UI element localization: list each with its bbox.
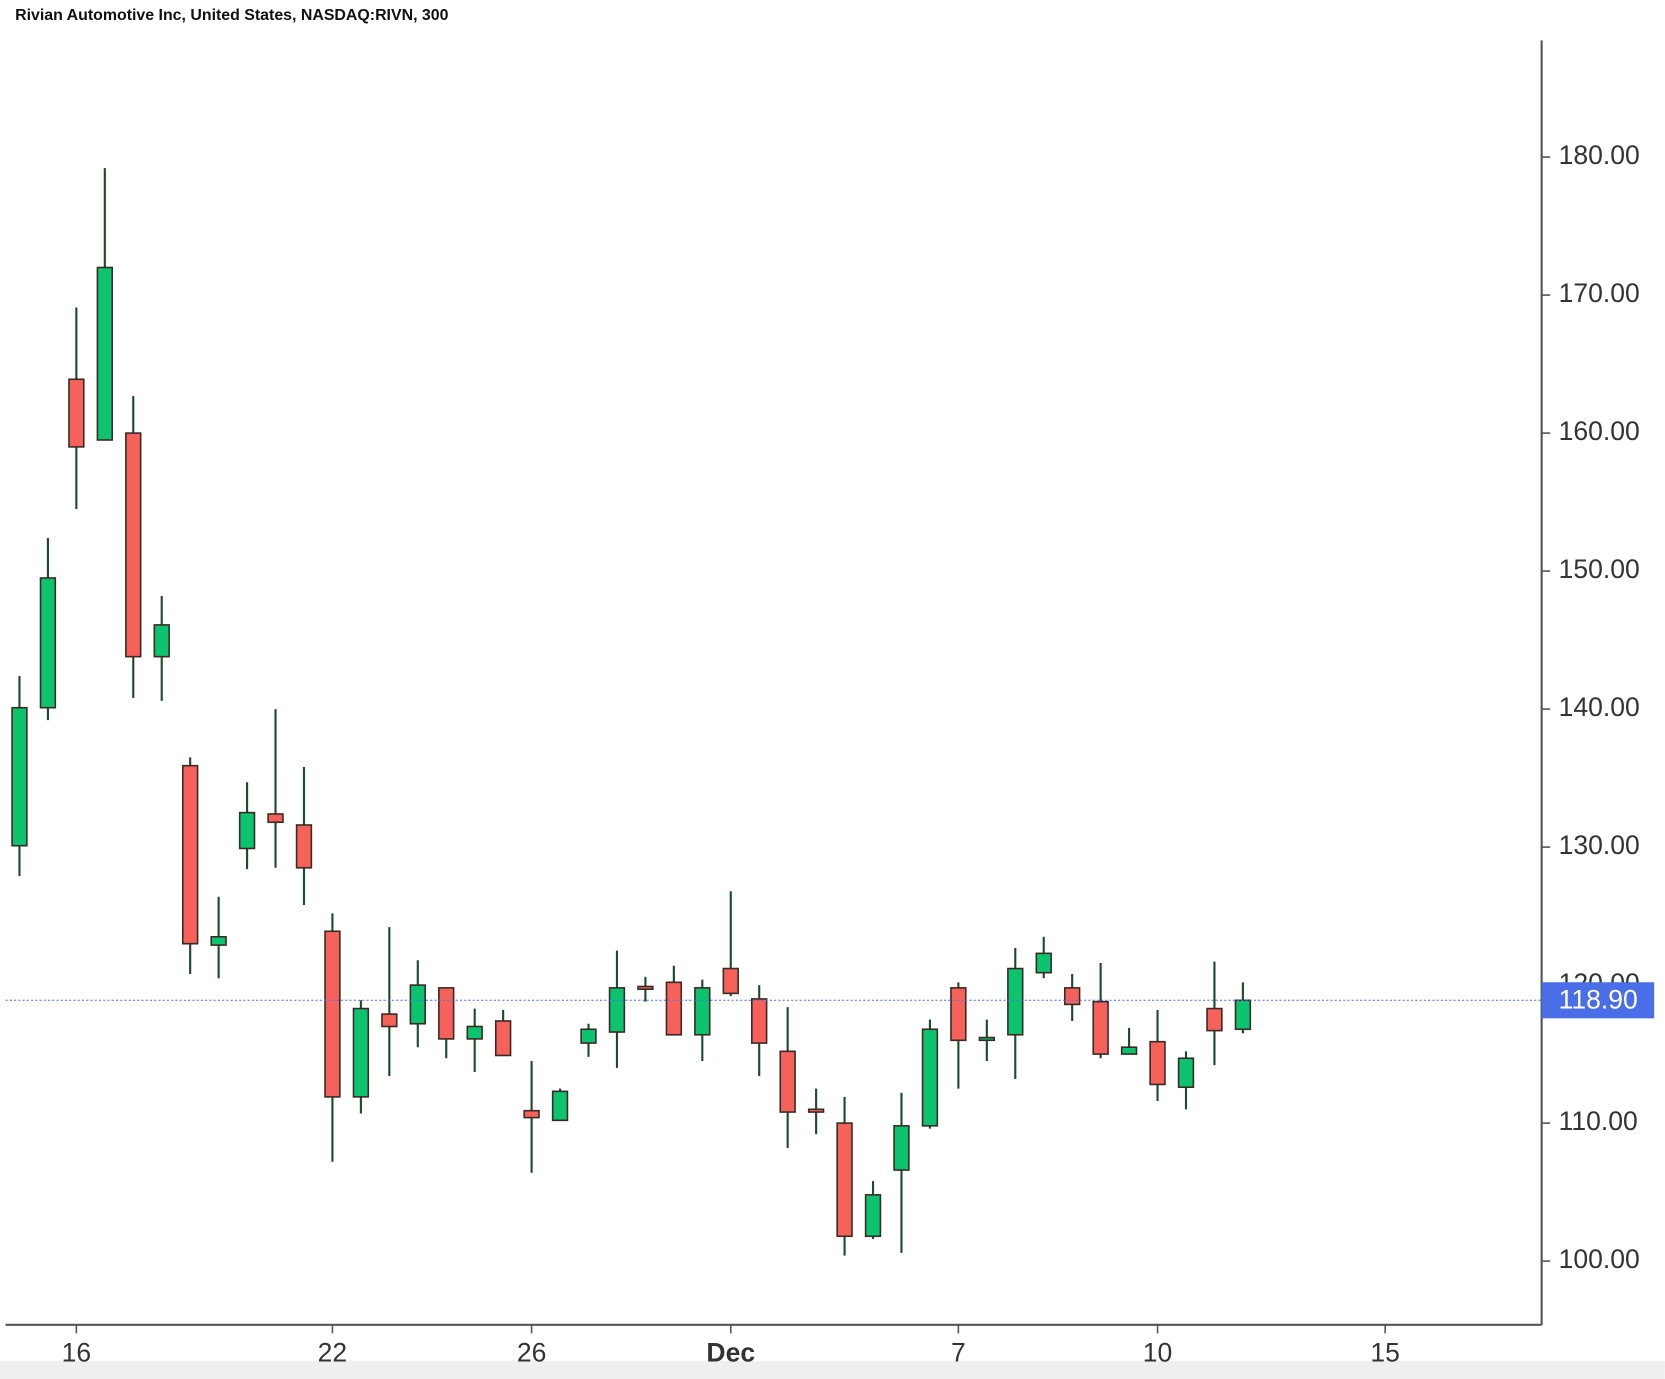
candle-body (665, 981, 683, 1036)
candle-body (438, 987, 455, 1040)
candle-body (153, 624, 170, 658)
candle-body (751, 998, 768, 1044)
y-tick-label: 160.00 (1559, 416, 1640, 446)
candle-body (864, 1194, 882, 1238)
candle-body (39, 577, 57, 709)
candle-body (295, 824, 313, 869)
candle-body (523, 1109, 540, 1119)
candle-body (921, 1028, 939, 1127)
y-tick-label: 170.00 (1559, 278, 1640, 308)
candle-body (807, 1108, 825, 1113)
y-tick-label: 100.00 (1559, 1244, 1640, 1274)
candle-body (238, 811, 256, 850)
x-tick-label: 10 (1143, 1338, 1173, 1368)
candle-body (352, 1007, 370, 1098)
x-tick-label: Dec (706, 1338, 755, 1368)
candle-body (950, 987, 967, 1042)
candle-body (466, 1025, 483, 1040)
candle-body (1177, 1057, 1195, 1089)
x-tick-label: 22 (318, 1338, 347, 1368)
candle-body (978, 1036, 996, 1042)
candle-body (409, 984, 426, 1025)
candle-body (893, 1125, 910, 1171)
candle-body (494, 1020, 512, 1057)
y-tick-label: 180.00 (1559, 140, 1640, 170)
candle-body (125, 432, 142, 658)
candle-body (551, 1090, 569, 1122)
x-tick-label: 16 (62, 1338, 91, 1368)
candle-body (381, 1013, 398, 1028)
y-tick-label: 110.00 (1559, 1106, 1638, 1136)
candle-body (267, 813, 284, 824)
chart-title: Rivian Automotive Inc, United States, NA… (15, 7, 449, 24)
candle-body (779, 1050, 796, 1113)
candle-body (1063, 987, 1081, 1006)
y-tick-label: 140.00 (1559, 692, 1640, 722)
candle-body (324, 930, 341, 1098)
candle-body (580, 1028, 597, 1044)
bottom-band (0, 1360, 1665, 1379)
candle-body (210, 936, 227, 946)
candle-body (694, 987, 711, 1036)
x-tick-label: 7 (951, 1338, 966, 1368)
candle-body (1206, 1007, 1223, 1032)
last-price-label: 118.90 (1559, 984, 1638, 1014)
candle-body (1007, 967, 1024, 1036)
candle-body (1035, 952, 1052, 974)
candle-body (836, 1122, 853, 1238)
y-tick-label: 130.00 (1559, 830, 1640, 860)
candle-body (11, 706, 28, 847)
candle-body (1092, 1000, 1109, 1055)
candle-body (96, 266, 114, 441)
candle-body (722, 967, 739, 995)
candle-body (608, 987, 626, 1033)
x-tick-label: 26 (517, 1338, 547, 1368)
x-tick-label: 15 (1370, 1338, 1400, 1368)
candle-body (1149, 1040, 1166, 1086)
candle-body (181, 764, 199, 945)
candle-body (1120, 1046, 1138, 1055)
candle-body (1234, 999, 1252, 1031)
y-tick-label: 150.00 (1559, 554, 1640, 584)
candle-body (637, 985, 654, 991)
candle-body (68, 378, 85, 448)
last-price-badge (1541, 982, 1655, 1019)
